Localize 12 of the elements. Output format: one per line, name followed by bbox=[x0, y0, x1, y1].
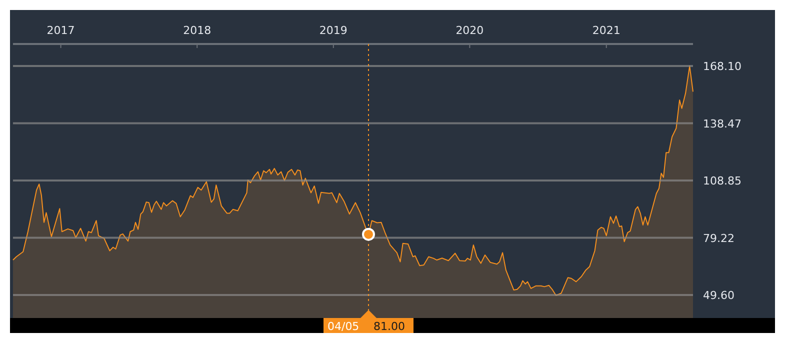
y-tick-label: 49.60 bbox=[703, 289, 734, 302]
x-tick-label: 2020 bbox=[456, 24, 484, 37]
y-tick-label: 168.10 bbox=[703, 60, 742, 74]
x-tick-label: 2017 bbox=[46, 24, 75, 37]
text: 81.00 bbox=[373, 320, 405, 333]
ref-line-label: 04/05 bbox=[327, 320, 360, 333]
x-tick-label: 2018 bbox=[183, 24, 212, 37]
x-tick-label: 2021 bbox=[592, 24, 620, 37]
y-tick-label: 138.47 bbox=[703, 117, 742, 130]
y-tick-label: 79.22 bbox=[703, 232, 734, 245]
y-tick-label: 108.85 bbox=[703, 174, 742, 188]
x-tick-label: 2019 bbox=[319, 24, 348, 37]
